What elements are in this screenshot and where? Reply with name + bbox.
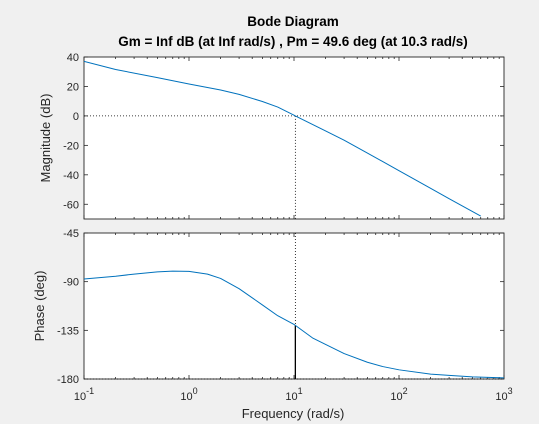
x-axis-label: Frequency (rad/s): [242, 406, 345, 421]
phase-y-tick-label: -45: [63, 228, 79, 240]
magnitude-y-tick-label: 20: [67, 81, 79, 93]
phase-y-tick-label: -135: [57, 325, 79, 337]
x-tick-label: 10-1: [74, 386, 94, 403]
magnitude-axes: 40 20 0 -20 -40 -60: [63, 52, 505, 220]
chart-title: Bode Diagram: [247, 14, 339, 29]
magnitude-y-tick-label: 0: [73, 111, 79, 123]
phase-plot-area: [84, 233, 504, 379]
x-tick-label: 100: [180, 386, 197, 403]
magnitude-series-line: [84, 60, 481, 217]
magnitude-plot-area: [84, 57, 504, 219]
magnitude-axes-box: [83, 56, 505, 220]
magnitude-y-tick-label: -60: [63, 199, 79, 211]
x-tick-label: 103: [495, 386, 512, 403]
magnitude-y-tick-label: -40: [63, 170, 79, 182]
chart-subtitle: Gm = Inf dB (at Inf rad/s) , Pm = 49.6 d…: [118, 34, 468, 49]
phase-series-line: [84, 270, 504, 379]
phase-y-tick-label: -90: [63, 277, 79, 289]
x-tick-label: 102: [390, 386, 407, 403]
phase-axis-label: Phase (deg): [32, 271, 47, 342]
x-tick-label: 101: [285, 386, 302, 403]
magnitude-y-tick-label: -20: [63, 140, 79, 152]
magnitude-axis-label: Magnitude (dB): [38, 94, 53, 183]
phase-y-tick-label: -180: [57, 374, 79, 386]
magnitude-y-tick-label: 40: [67, 52, 79, 64]
